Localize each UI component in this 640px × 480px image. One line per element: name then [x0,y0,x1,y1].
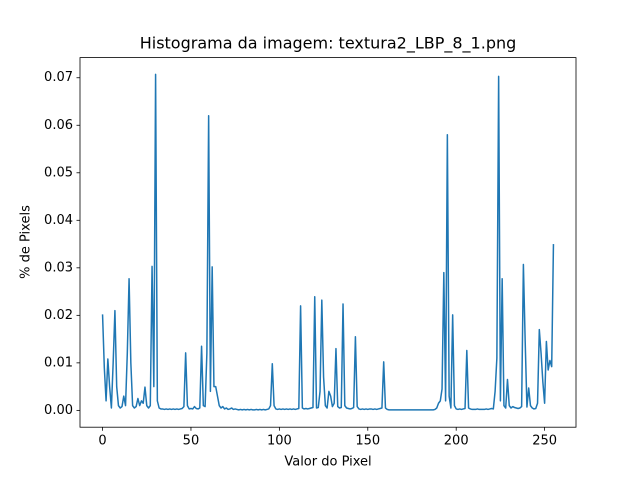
y-tick-label: 0.03 [44,260,73,275]
plot-frame [79,57,577,428]
y-tick-label: 0.01 [44,355,73,370]
y-tick-label: 0.05 [44,165,73,180]
y-axis-label: % de Pixels [19,205,34,279]
x-tick-label: 100 [267,434,292,449]
x-tick-label: 250 [532,434,557,449]
y-tick-label: 0.02 [44,308,73,323]
y-tick-label: 0.06 [44,118,73,133]
y-tick-label: 0.07 [44,70,73,85]
y-tick-label: 0.00 [44,403,73,418]
data-line [101,73,555,411]
x-tick-label: 150 [355,434,380,449]
x-tick-label: 0 [98,434,106,449]
chart-title: Histograma da imagem: textura2_LBP_8_1.p… [140,34,517,54]
y-tick-label: 0.04 [44,213,73,228]
x-axis-label: Valor do Pixel [284,455,371,470]
x-tick-label: 200 [444,434,469,449]
x-tick-label: 50 [183,434,200,449]
